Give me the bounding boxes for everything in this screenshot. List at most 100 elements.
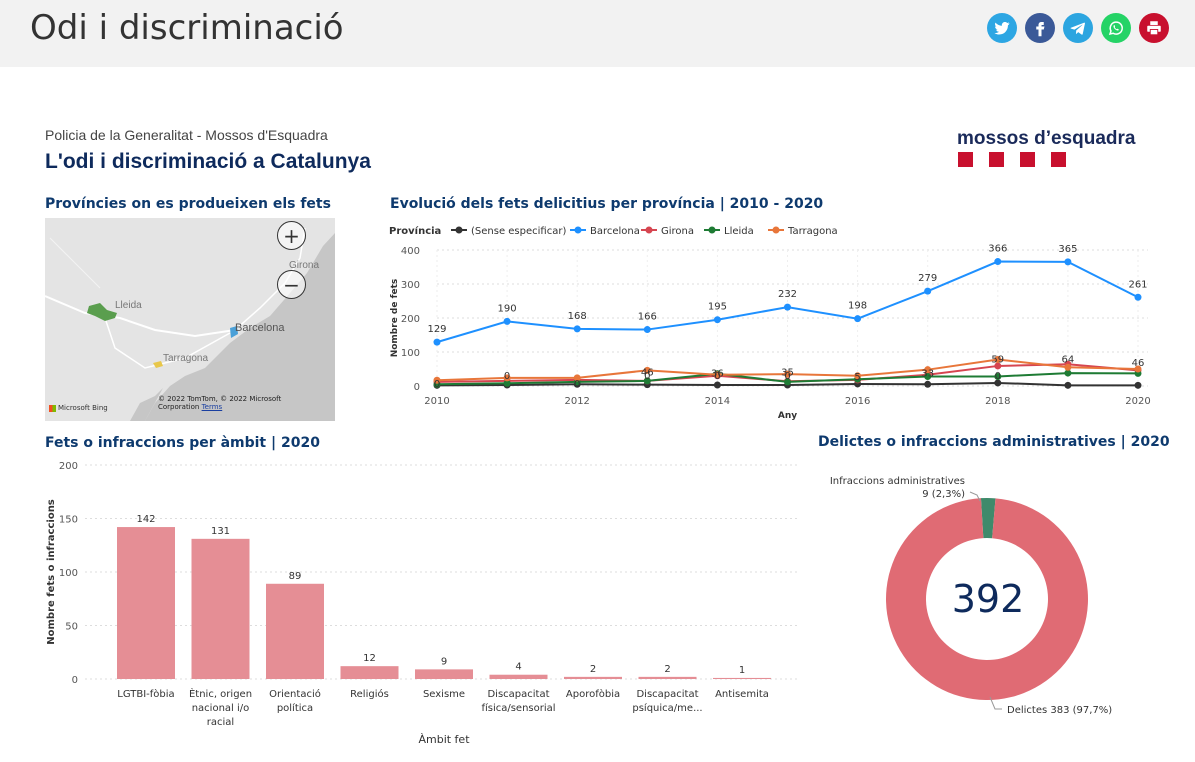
data-point [1064, 258, 1072, 266]
legend-item[interactable]: Lleida [704, 226, 754, 237]
legend-item[interactable]: (Sense especificar) [451, 226, 566, 237]
bar-value-label: 12 [363, 653, 376, 664]
data-label: 36 [711, 368, 724, 379]
bar[interactable] [340, 666, 399, 679]
map-background [45, 218, 335, 421]
legend-label: Girona [661, 226, 694, 237]
category-label: Aporofòbia [566, 688, 620, 700]
mossos-logo: mossos d’esquadra [957, 128, 1135, 167]
bar[interactable] [191, 538, 250, 679]
data-label: 0 [434, 379, 440, 390]
donut-slice[interactable] [980, 498, 996, 539]
data-point [784, 378, 791, 386]
leader-line [969, 491, 981, 502]
zoom-out-button[interactable]: − [277, 270, 306, 299]
data-point [713, 381, 721, 389]
facebook-icon[interactable] [1025, 13, 1055, 43]
data-point [1064, 381, 1072, 389]
bar-value-label: 2 [664, 664, 670, 675]
map-label-barcelona: Barcelona [235, 322, 285, 334]
x-tick-label: 2012 [564, 396, 589, 407]
data-label: 33 [921, 369, 934, 380]
category-label: Ètnic, origen nacional i/o racial [189, 687, 252, 728]
category-label: Discapacitat psíquica/me... [632, 689, 702, 714]
bar[interactable] [266, 583, 324, 679]
map-label-tarragona: Tarragona [163, 353, 209, 364]
bar[interactable] [415, 669, 473, 679]
x-tick-label: 2014 [705, 396, 730, 407]
donut-total: 392 [951, 577, 1025, 621]
data-point [784, 370, 791, 378]
data-point [1134, 381, 1142, 389]
data-point [503, 317, 511, 325]
y-tick-label: 0 [414, 382, 420, 393]
data-label: 166 [638, 312, 657, 323]
category-label: Discapacitat física/sensorial [481, 689, 555, 714]
legend-item[interactable]: Tarragona [768, 226, 838, 237]
data-point [1064, 369, 1072, 377]
data-point [994, 258, 1002, 266]
category-label: Antisemita [715, 689, 769, 700]
slice-value-label: 9 (2,3%) [922, 489, 965, 500]
category-label: LGTBI-fòbia [117, 688, 174, 700]
y-tick-label: 200 [59, 461, 78, 472]
line-chart-title: Evolució dels fets delicitius per provín… [390, 196, 824, 212]
legend-label: (Sense especificar) [471, 226, 566, 237]
telegram-icon[interactable] [1063, 13, 1093, 43]
data-point [994, 355, 1002, 363]
data-label: 129 [427, 324, 446, 335]
data-label: 195 [708, 302, 727, 313]
y-tick-label: 400 [401, 246, 420, 257]
donut-slice[interactable] [886, 498, 1088, 700]
data-label: 261 [1128, 279, 1147, 290]
map-title: Províncies on es produeixen els fets [45, 196, 331, 212]
legend-item[interactable]: Barcelona [570, 226, 640, 237]
data-label: 0 [574, 379, 580, 390]
data-label: 190 [498, 303, 517, 314]
data-label: 365 [1058, 244, 1077, 255]
data-label: 5 [854, 372, 860, 383]
data-point [994, 362, 1002, 370]
y-tick-label: 200 [401, 314, 420, 325]
legend-item[interactable]: Girona [641, 226, 694, 237]
y-tick-label: 150 [59, 515, 78, 526]
donut-chart-title: Delictes o infraccions administratives |… [818, 434, 1170, 450]
twitter-icon[interactable] [987, 13, 1017, 43]
print-icon[interactable] [1139, 13, 1169, 43]
bar[interactable] [638, 676, 697, 679]
data-point [433, 338, 441, 346]
data-label: 198 [848, 301, 867, 312]
data-point [573, 325, 581, 333]
bar[interactable] [117, 527, 175, 679]
bar[interactable] [564, 676, 622, 679]
bar[interactable] [713, 677, 771, 679]
data-point [854, 315, 862, 323]
province-map[interactable]: Girona Lleida Barcelona Tarragona + − Mi… [45, 218, 335, 421]
data-point [994, 379, 1002, 387]
report-organization: Policia de la Generalitat - Mossos d'Esq… [45, 127, 328, 143]
data-point [643, 366, 651, 374]
data-point [924, 380, 932, 388]
x-tick-label: 2020 [1125, 396, 1150, 407]
donut-chart: Infraccions administratives 9 (2,3%) Delic… [830, 476, 1112, 716]
y-tick-label: 0 [72, 675, 78, 686]
data-point [924, 372, 932, 380]
bar[interactable] [489, 674, 548, 679]
data-point [994, 372, 1002, 380]
report-title: L'odi i discriminació a Catalunya [45, 150, 371, 173]
data-point [433, 376, 441, 384]
data-point [1134, 365, 1142, 373]
bar-chart-title: Fets o infraccions per àmbit | 2020 [45, 435, 320, 451]
terms-link[interactable]: Terms [201, 403, 223, 411]
bar-value-label: 131 [211, 526, 230, 537]
data-point [713, 371, 721, 379]
data-label: 0 [995, 371, 1001, 382]
zoom-in-button[interactable]: + [277, 221, 306, 250]
bar-value-label: 1 [739, 665, 745, 676]
data-label: 279 [918, 273, 937, 284]
page-title: Odi i discriminació [30, 8, 344, 48]
y-tick-label: 300 [401, 280, 420, 291]
whatsapp-icon[interactable] [1101, 13, 1131, 43]
data-point [1134, 293, 1142, 301]
